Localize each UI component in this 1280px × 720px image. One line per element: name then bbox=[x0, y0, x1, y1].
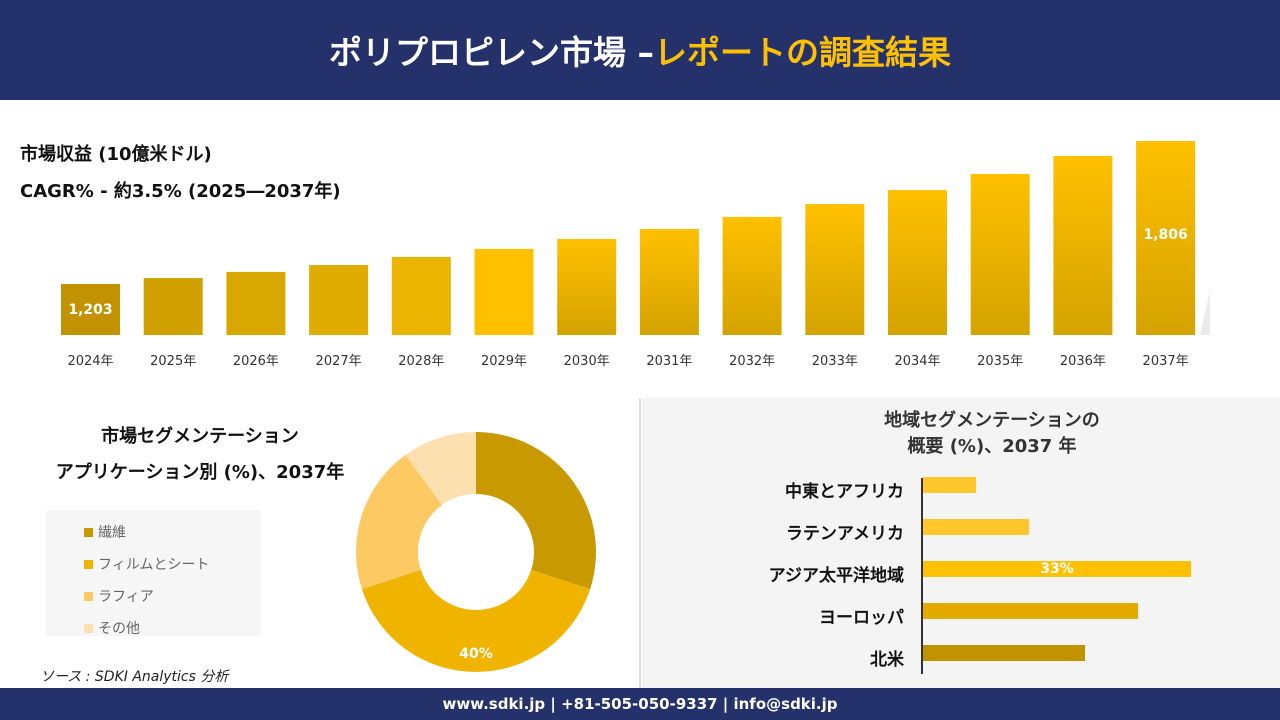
application-donut-chart: 40% bbox=[356, 432, 596, 673]
year-label: 2033年 bbox=[812, 354, 858, 369]
donut-segment bbox=[361, 569, 591, 673]
year-label: 2026年 bbox=[233, 354, 279, 369]
year-label: 2034年 bbox=[894, 354, 940, 369]
year-label: 2030年 bbox=[564, 354, 610, 369]
source-note: ソース : SDKI Analytics 分析 bbox=[40, 669, 229, 685]
regional-title-1: 地域セグメンテーションの bbox=[884, 410, 1100, 431]
legend-label: 繊維 bbox=[98, 525, 126, 541]
title-highlight: レポートの調査結果 bbox=[654, 33, 951, 72]
regional-title-2: 概要 (%)、2037 年 bbox=[907, 436, 1077, 457]
region-bar bbox=[923, 519, 1029, 535]
legend-swatch bbox=[84, 623, 93, 633]
year-label: 2036年 bbox=[1060, 354, 1106, 369]
legend-swatch bbox=[84, 527, 93, 537]
region-bar bbox=[923, 603, 1139, 619]
year-label: 2024年 bbox=[67, 354, 113, 369]
revenue-chart-section: 市場収益 (10億米ドル) CAGR% - 約3.5% (2025―2037年)… bbox=[0, 100, 1280, 395]
divider bbox=[639, 398, 641, 688]
region-bar bbox=[923, 477, 976, 493]
region-label: ラテンアメリカ bbox=[785, 524, 904, 544]
cagr-subtitle: CAGR% - 約3.5% (2025―2037年) bbox=[20, 181, 341, 202]
year-label: 2025年 bbox=[150, 354, 196, 369]
region-label: アジア太平洋地域 bbox=[768, 566, 904, 586]
revenue-bar bbox=[391, 256, 451, 335]
revenue-bar bbox=[639, 228, 699, 335]
region-bar bbox=[923, 645, 1086, 661]
legend-item: フィルムとシート bbox=[84, 548, 261, 580]
legend-item: その他 bbox=[84, 612, 261, 644]
region-label: 北米 bbox=[870, 650, 904, 670]
year-label: 2028年 bbox=[398, 354, 444, 369]
revenue-bar bbox=[143, 278, 203, 335]
revenue-bar bbox=[1136, 141, 1196, 335]
bar-value-label: 1,806 bbox=[1143, 227, 1187, 243]
revenue-bar bbox=[309, 265, 369, 335]
region-label: 中東とアフリカ bbox=[785, 482, 904, 502]
legend-item: ラフィア bbox=[84, 580, 261, 612]
title-main: ポリプロピレン市場 – bbox=[329, 33, 654, 72]
revenue-bar bbox=[61, 284, 120, 335]
footer-contact: www.sdki.jp | +81-505-050-9337 | info@sd… bbox=[0, 688, 1280, 720]
year-label: 2035年 bbox=[977, 354, 1023, 369]
revenue-bar bbox=[722, 216, 782, 335]
year-label: 2027年 bbox=[316, 354, 362, 369]
application-title-1: 市場セグメンテーション bbox=[101, 426, 299, 447]
legend-label: フィルムとシート bbox=[98, 557, 210, 573]
region-bar: 33% bbox=[923, 561, 1191, 577]
axis-line bbox=[921, 478, 923, 674]
revenue-subtitle: 市場収益 (10億米ドル) bbox=[20, 144, 212, 165]
legend-label: ラフィア bbox=[98, 589, 154, 605]
year-label: 2032年 bbox=[729, 354, 775, 369]
donut-legend: 繊維フィルムとシート ラフィアその他 bbox=[46, 510, 261, 637]
application-segment-panel: 市場セグメンテーション アプリケーション別 (%)、2037年 繊維フィルムとシ… bbox=[0, 398, 638, 688]
application-title-2: アプリケーション別 (%)、2037年 bbox=[55, 462, 345, 483]
donut-segment bbox=[405, 432, 476, 506]
year-label: 2031年 bbox=[646, 354, 692, 369]
revenue-bar bbox=[474, 248, 534, 335]
region-label: ヨーロッパ bbox=[819, 608, 904, 628]
revenue-bar bbox=[805, 204, 865, 335]
revenue-bar bbox=[557, 238, 617, 335]
segment-value-label: 40% bbox=[459, 646, 493, 662]
regional-segment-panel: 地域セグメンテーションの 概要 (%)、2037 年 中東とアフリカ ラテンアメリ… bbox=[642, 398, 1280, 688]
legend-swatch bbox=[84, 559, 93, 569]
revenue-bar bbox=[888, 190, 947, 335]
donut-segment bbox=[476, 432, 596, 590]
legend-item: 繊維 bbox=[84, 516, 261, 548]
year-label: 2037年 bbox=[1143, 354, 1189, 369]
donut-segment bbox=[356, 454, 442, 590]
year-label: 2029年 bbox=[481, 354, 527, 369]
legend-swatch bbox=[84, 591, 93, 601]
header-banner: ポリプロピレン市場 – レポートの調査結果 bbox=[0, 0, 1280, 100]
bar-value-label: 1,203 bbox=[68, 302, 112, 318]
legend-label: その他 bbox=[98, 621, 140, 637]
revenue-bar-chart: 2024年 1,203 2025年 2026年 2027年 2028年 2029年 2030年… bbox=[61, 141, 1210, 369]
revenue-bar bbox=[226, 271, 286, 335]
revenue-bar bbox=[1053, 155, 1113, 335]
revenue-bar bbox=[970, 173, 1030, 335]
